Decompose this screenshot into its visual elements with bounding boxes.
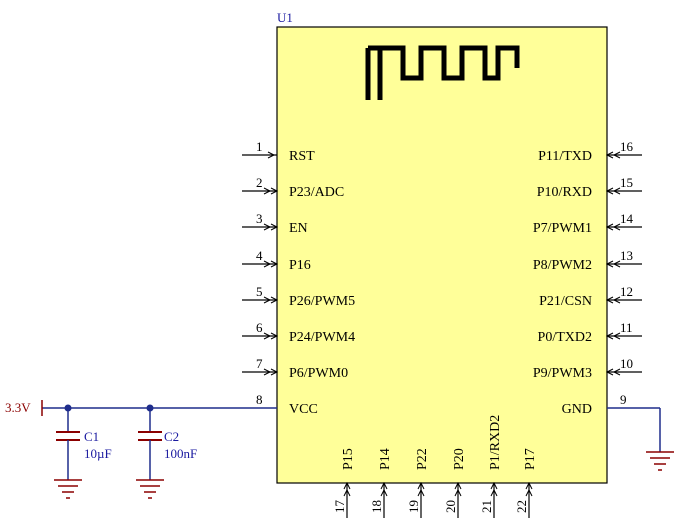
bottom-pin-22: 22 P17 [514, 448, 538, 518]
right-pin-11: 11 P0/TXD2 [538, 320, 642, 345]
pin-label: GND [562, 402, 592, 417]
module-ref: U1 [277, 10, 293, 25]
pin-label: EN [289, 221, 308, 236]
pin-number: 18 [369, 500, 384, 513]
bottom-pin-21: 21 P1/RXD2 [479, 415, 503, 518]
pin-number: 7 [256, 356, 263, 371]
pin-number: 13 [620, 248, 633, 263]
right-pin-15: 15 P10/RXD [537, 175, 642, 200]
pin-number: 17 [332, 500, 347, 514]
ground-icon [646, 451, 674, 471]
capacitor-c1: C1 10µF [54, 408, 112, 499]
pin-label: P9/PWM3 [533, 366, 592, 381]
pin-number: 11 [620, 320, 633, 335]
left-pin-6: 6 P24/PWM4 [242, 320, 355, 345]
pin-label: P24/PWM4 [289, 330, 355, 345]
pin-number: 14 [620, 211, 634, 226]
pin-label: P10/RXD [537, 185, 592, 200]
pin-number: 12 [620, 284, 633, 299]
capacitor-c1-value: 10µF [84, 446, 112, 461]
power-net-wiring: 3.3V [5, 400, 277, 416]
pin-number: 8 [256, 392, 263, 407]
antenna-icon [377, 45, 520, 100]
pin-number: 2 [256, 175, 263, 190]
pin-label: P17 [523, 448, 538, 470]
pin-label: VCC [289, 402, 318, 417]
pin-number: 9 [620, 392, 627, 407]
left-pin-3: 3 EN [242, 211, 308, 236]
pin-number: 19 [406, 500, 421, 513]
pin-label: P11/TXD [538, 149, 592, 164]
left-pin-8: 8 VCC [256, 392, 318, 417]
capacitor-c2: C2 100nF [136, 408, 197, 499]
pin-label: P20 [452, 448, 467, 470]
bottom-pin-19: 19 P22 [406, 448, 430, 518]
capacitor-c2-ref: C2 [164, 429, 179, 444]
right-pin-12: 12 P21/CSN [539, 284, 642, 309]
gnd-net-wiring [607, 407, 674, 471]
right-pin-14: 14 P7/PWM1 [533, 211, 642, 236]
right-pin-9: 9 GND [562, 392, 627, 417]
pin-label: P14 [378, 448, 393, 470]
left-pin-4: 4 P16 [242, 248, 311, 273]
pin-number: 20 [443, 500, 458, 513]
pin-label: P7/PWM1 [533, 221, 592, 236]
pin-number: 5 [256, 284, 263, 299]
power-net-label: 3.3V [5, 400, 31, 415]
right-pin-13: 13 P8/PWM2 [533, 248, 642, 273]
pin-number: 21 [479, 500, 494, 513]
bottom-pin-17: 17 P15 [332, 448, 356, 518]
capacitor-c2-value: 100nF [164, 446, 197, 461]
left-pin-2: 2 P23/ADC [242, 175, 344, 200]
pin-label: P16 [289, 258, 311, 273]
pin-number: 1 [256, 139, 263, 154]
pin-number: 10 [620, 356, 633, 371]
bottom-pin-20: 20 P20 [443, 448, 467, 518]
left-pin-7: 7 P6/PWM0 [242, 356, 348, 381]
pin-label: RST [289, 149, 315, 164]
pin-label: P21/CSN [539, 294, 592, 309]
capacitor-c1-ref: C1 [84, 429, 99, 444]
module-body [276, 26, 608, 484]
right-pin-10: 10 P9/PWM3 [533, 356, 642, 381]
pin-number: 6 [256, 320, 263, 335]
pin-number: 16 [620, 139, 634, 154]
pin-number: 22 [514, 500, 529, 513]
bottom-pin-group: 17 P15 18 P14 19 P22 20 P20 21 P1/RXD2 22 P17 [332, 415, 538, 518]
pin-label: P23/ADC [289, 185, 344, 200]
pin-label: P8/PWM2 [533, 258, 592, 273]
left-pin-5: 5 P26/PWM5 [242, 284, 355, 309]
right-pin-group: 16 P11/TXD 15 P10/RXD 14 P7/PWM1 13 P8/PWM2 12 P2… [533, 139, 642, 417]
pin-label: P1/RXD2 [488, 415, 503, 470]
pin-number: 3 [256, 211, 263, 226]
pin-number: 15 [620, 175, 633, 190]
pin-number: 4 [256, 248, 263, 263]
pin-label: P0/TXD2 [538, 330, 592, 345]
left-pin-group: 1 RST 2 P23/ADC 3 EN 4 P16 5 P26/PWM5 6 P24/PWM4 7 P6… [242, 139, 355, 417]
pin-label: P26/PWM5 [289, 294, 355, 309]
right-pin-16: 16 P11/TXD [538, 139, 642, 164]
ground-icon [54, 479, 82, 499]
pin-label: P22 [415, 448, 430, 470]
left-pin-1: 1 RST [242, 139, 315, 164]
pin-label: P15 [341, 448, 356, 470]
pin-label: P6/PWM0 [289, 366, 348, 381]
bottom-pin-18: 18 P14 [369, 448, 393, 518]
ground-icon [136, 479, 164, 499]
